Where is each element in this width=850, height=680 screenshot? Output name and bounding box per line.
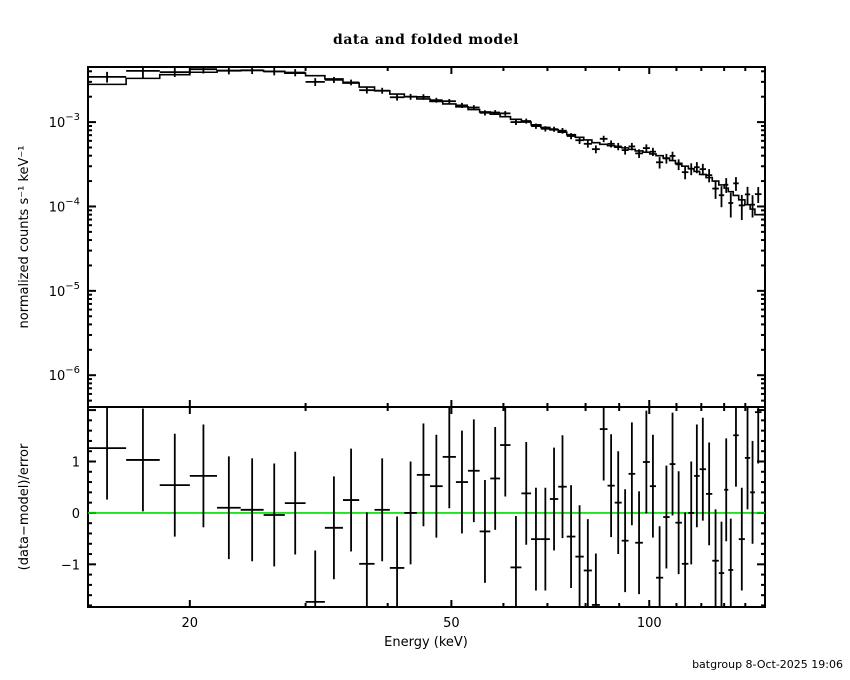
plot-frames	[87, 66, 766, 608]
x-tick-label: 100	[637, 616, 662, 631]
chart-title: data and folded model	[333, 32, 519, 48]
y-tick-label: 10−3	[49, 112, 80, 131]
y-tick-label: 10−5	[49, 281, 80, 300]
y-tick-label: 10−6	[49, 365, 80, 384]
y-tick-label: −1	[61, 558, 80, 573]
y-axis-label-top: normalized counts s⁻¹ keV⁻¹	[17, 146, 32, 329]
y-axis-label-bottom: (data−model)/error	[17, 443, 32, 570]
y-tick-label: 10−4	[49, 196, 80, 215]
bottom-panel-frame	[87, 406, 766, 608]
y-tick-label: 1	[72, 455, 80, 470]
tick-labels: 20 50 100 10−3 10−4 10−5 10−6 1 0 −1	[49, 112, 662, 631]
axis-ticks	[88, 67, 765, 607]
x-axis-label: Energy (keV)	[384, 635, 468, 650]
x-tick-label: 20	[182, 616, 199, 631]
plot-area: 20 50 100 10−3 10−4 10−5 10−6 1 0 −1	[49, 66, 766, 631]
footer-timestamp: batgroup 8-Oct-2025 19:06	[692, 658, 843, 671]
residual-data-points	[88, 407, 762, 607]
x-tick-label: 50	[443, 616, 460, 631]
y-tick-label: 0	[72, 507, 80, 522]
spectrum-data-points	[88, 67, 762, 221]
